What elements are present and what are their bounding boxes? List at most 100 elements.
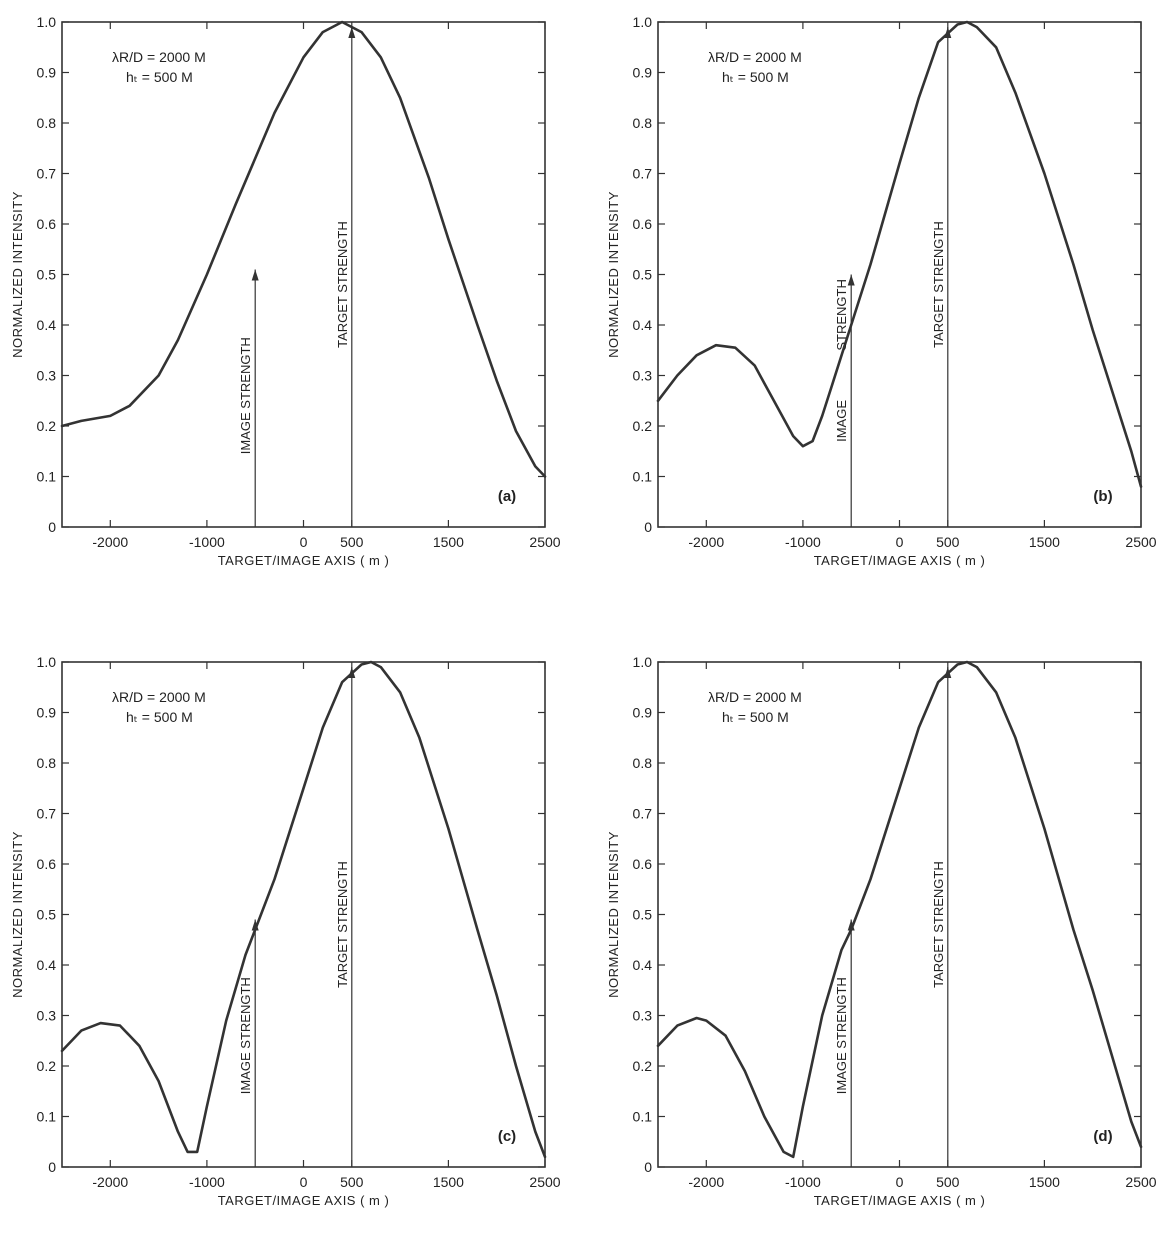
chart-panel-a: 0 0.1 0.2 0.3 0.4 0.5 0.6 0.7 0.8 0.9 1.0 -2000 -100…: [0, 0, 585, 604]
y-axis-title: NORMALIZED INTENSITY: [10, 831, 25, 998]
x-tick-label: -2000: [92, 1174, 128, 1190]
panel-label: (a): [498, 488, 516, 505]
arrowhead-icon: [348, 667, 356, 679]
y-tick-label: 0.6: [633, 856, 653, 872]
x-tick-label: 1500: [1029, 1174, 1060, 1190]
x-tick-label: -1000: [189, 1174, 225, 1190]
lambda-r-d-annotation: λR/D = 2000 M: [112, 689, 206, 705]
y-tick-label: 0.4: [633, 957, 653, 973]
panel-label: (d): [1093, 1128, 1112, 1145]
x-tick-label: 0: [300, 1174, 308, 1190]
y-tick-label: 0: [644, 519, 652, 535]
y-tick-label: 0.1: [633, 469, 653, 485]
plot-frame: [657, 21, 1142, 528]
chart-svg: 0 0.1 0.2 0.3 0.4 0.5 0.6 0.7 0.8 0.9 1.0 -2000 -100…: [10, 14, 561, 568]
ht-annotation: hₜ = 500 M: [722, 709, 789, 725]
y-tick-label: 0.1: [37, 469, 57, 485]
y-tick-label: 0.2: [633, 418, 653, 434]
y-tick-label: 0.8: [37, 115, 57, 131]
x-axis-title: TARGET/IMAGE AXIS ( m ): [814, 553, 986, 568]
y-tick-label: 0.4: [633, 317, 653, 333]
y-tick-label: 0.5: [37, 907, 57, 923]
arrowhead-icon: [944, 667, 952, 679]
lambda-r-d-annotation: λR/D = 2000 M: [112, 49, 206, 65]
y-tick-label: 0.4: [37, 317, 57, 333]
ht-annotation: hₜ = 500 M: [126, 709, 193, 725]
x-tick-label: -1000: [785, 534, 821, 550]
y-tick-label: 0.2: [633, 1058, 653, 1074]
arrowhead-icon: [251, 919, 259, 931]
x-tick-label: 0: [300, 534, 308, 550]
x-tick-label: 500: [340, 1174, 364, 1190]
y-tick-label: 0.9: [37, 65, 57, 81]
y-tick-label: 0.9: [37, 705, 57, 721]
marker-label: IMAGE STRENGTH: [834, 977, 849, 1094]
marker-label: TARGET STRENGTH: [335, 221, 350, 348]
y-tick-label: 0: [48, 519, 56, 535]
x-tick-label: -1000: [189, 534, 225, 550]
y-tick-label: 1.0: [633, 14, 653, 30]
lambda-r-d-annotation: λR/D = 2000 M: [708, 49, 802, 65]
y-tick-label: 0.1: [37, 1109, 57, 1125]
y-tick-label: 0.7: [633, 806, 653, 822]
arrowhead-icon: [251, 269, 259, 281]
x-tick-label: 1500: [433, 1174, 464, 1190]
intensity-curve: [60, 20, 547, 478]
y-tick-label: 0.5: [37, 267, 57, 283]
y-tick-label: 0: [644, 1159, 652, 1175]
x-tick-label: -2000: [688, 1174, 724, 1190]
y-tick-label: 0.8: [633, 755, 653, 771]
x-axis-title: TARGET/IMAGE AXIS ( m ): [218, 1193, 390, 1208]
marker-label: TARGET STRENGTH: [335, 861, 350, 988]
marker-label: TARGET STRENGTH: [931, 221, 946, 348]
x-axis-title: TARGET/IMAGE AXIS ( m ): [814, 1193, 986, 1208]
ht-annotation: hₜ = 500 M: [126, 69, 193, 85]
x-tick-label: -2000: [688, 534, 724, 550]
y-tick-label: 0.2: [37, 1058, 57, 1074]
y-axis-title: NORMALIZED INTENSITY: [606, 831, 621, 998]
y-axis-title: NORMALIZED INTENSITY: [10, 191, 25, 358]
x-tick-label: 1500: [1029, 534, 1060, 550]
figure: 0 0.1 0.2 0.3 0.4 0.5 0.6 0.7 0.8 0.9 1.0 -2000 -100…: [0, 0, 1157, 1208]
y-tick-label: 0.6: [37, 216, 57, 232]
x-tick-label: 500: [340, 534, 364, 550]
arrowhead-icon: [348, 27, 356, 39]
chart-panel-c: 0 0.1 0.2 0.3 0.4 0.5 0.6 0.7 0.8 0.9 1.0 -2000 -100…: [0, 640, 585, 1244]
y-tick-label: 0.3: [633, 1008, 653, 1024]
y-tick-label: 0.7: [37, 806, 57, 822]
marker-label: IMAGE: [834, 400, 849, 442]
x-tick-label: -2000: [92, 534, 128, 550]
marker-label: TARGET STRENGTH: [931, 861, 946, 988]
y-tick-label: 1.0: [37, 654, 57, 670]
x-tick-label: 0: [896, 1174, 904, 1190]
y-tick-label: 0.3: [37, 1008, 57, 1024]
y-tick-label: 0: [48, 1159, 56, 1175]
y-tick-label: 0.8: [633, 115, 653, 131]
y-tick-label: 0.5: [633, 907, 653, 923]
plot-frame: [61, 21, 546, 528]
chart-svg: 0 0.1 0.2 0.3 0.4 0.5 0.6 0.7 0.8 0.9 1.0 -2000 -100…: [10, 654, 561, 1208]
x-axis-title: TARGET/IMAGE AXIS ( m ): [218, 553, 390, 568]
marker-label: IMAGE STRENGTH: [238, 337, 253, 454]
x-tick-label: 0: [896, 534, 904, 550]
y-tick-label: 0.8: [37, 755, 57, 771]
intensity-curve: [656, 20, 1143, 488]
y-tick-label: 0.1: [633, 1109, 653, 1125]
arrowhead-icon: [847, 919, 855, 931]
y-axis-title: NORMALIZED INTENSITY: [606, 191, 621, 358]
x-tick-label: 500: [936, 1174, 960, 1190]
marker-label: IMAGE STRENGTH: [238, 977, 253, 1094]
marker-label: STRENGTH: [834, 279, 849, 351]
x-tick-label: 2500: [1125, 1174, 1156, 1190]
chart-svg: 0 0.1 0.2 0.3 0.4 0.5 0.6 0.7 0.8 0.9 1.0 -2000 -100…: [606, 14, 1157, 568]
panel-label: (b): [1093, 488, 1112, 505]
y-tick-label: 0.3: [633, 368, 653, 384]
x-tick-label: 2500: [529, 1174, 560, 1190]
chart-svg: 0 0.1 0.2 0.3 0.4 0.5 0.6 0.7 0.8 0.9 1.0 -2000 -100…: [606, 654, 1157, 1208]
arrowhead-icon: [944, 27, 952, 39]
y-tick-label: 0.7: [633, 166, 653, 182]
x-tick-label: 2500: [529, 534, 560, 550]
y-tick-label: 1.0: [37, 14, 57, 30]
intensity-curve: [656, 660, 1143, 1159]
x-tick-label: 500: [936, 534, 960, 550]
